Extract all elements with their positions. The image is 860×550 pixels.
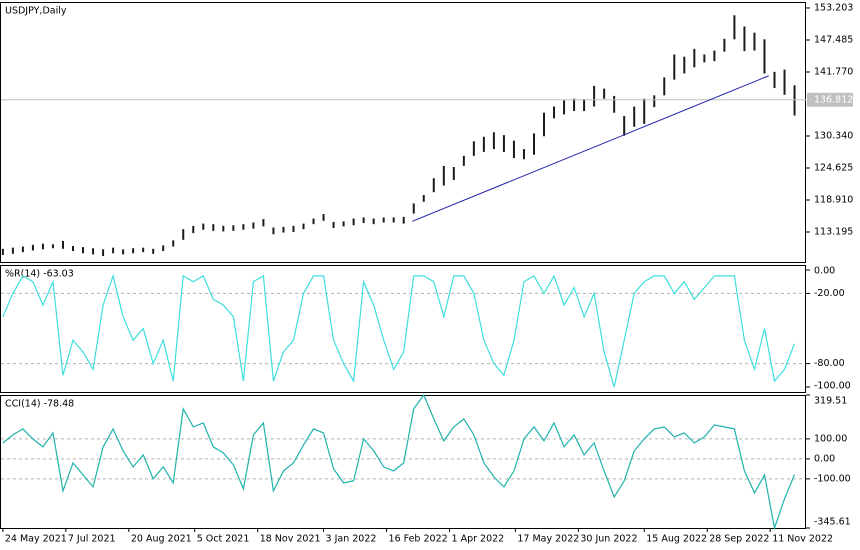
- y-tick-label: 113.195: [814, 227, 853, 238]
- x-tick-label: 18 Nov 2021: [260, 534, 321, 545]
- panel-frame: [0, 265, 806, 393]
- x-tick-label: 17 May 2022: [517, 534, 579, 545]
- y-tick-label: -100.00: [814, 473, 851, 484]
- y-tick-label: 130.340: [814, 131, 853, 142]
- y-tick-label: 0.00: [814, 453, 835, 464]
- y-tick-label: 153.203: [814, 3, 853, 14]
- current-price-label: 136.812: [814, 94, 853, 105]
- y-tick-label: 118.910: [814, 195, 853, 206]
- current-price-box: [807, 92, 853, 107]
- panel-title: USDJPY,Daily: [5, 6, 67, 17]
- x-tick-label: 28 Sep 2022: [709, 534, 769, 545]
- y-tick-label: 100.00: [814, 433, 847, 444]
- y-tick-label: 124.625: [814, 163, 853, 174]
- y-tick-label: 147.485: [814, 34, 853, 45]
- x-tick-label: 16 Feb 2022: [389, 534, 448, 545]
- x-tick-label: 3 Jan 2022: [326, 534, 377, 545]
- x-tick-label: 7 Jul 2021: [68, 534, 116, 545]
- y-tick-label: -100.00: [814, 381, 851, 392]
- x-tick-label: 11 Nov 2022: [772, 534, 833, 545]
- panel-frame: [0, 395, 806, 529]
- y-tick-label: 319.51: [814, 396, 847, 407]
- y-tick-label: -20.00: [814, 288, 845, 299]
- y-tick-label: 141.770: [814, 66, 853, 77]
- panel-frame: [0, 2, 806, 263]
- y-tick-label: 0.00: [814, 266, 835, 277]
- x-tick-label: 24 May 2021: [5, 534, 67, 545]
- indicator-line: [2, 393, 796, 531]
- panel-title: %R(14) -63.03: [5, 269, 74, 280]
- indicator-line: [2, 273, 796, 388]
- x-tick-label: 5 Oct 2021: [197, 534, 250, 545]
- x-tick-label: 15 Aug 2022: [646, 534, 707, 545]
- trendline: [412, 75, 769, 222]
- x-tick-label: 30 Jun 2022: [580, 534, 637, 545]
- x-tick-label: 1 Apr 2022: [452, 534, 505, 545]
- x-tick-label: 20 Aug 2021: [131, 534, 192, 545]
- y-tick-label: -345.61: [814, 517, 851, 528]
- y-tick-label: -80.00: [814, 358, 845, 369]
- panel-title: CCI(14) -78.48: [5, 399, 74, 410]
